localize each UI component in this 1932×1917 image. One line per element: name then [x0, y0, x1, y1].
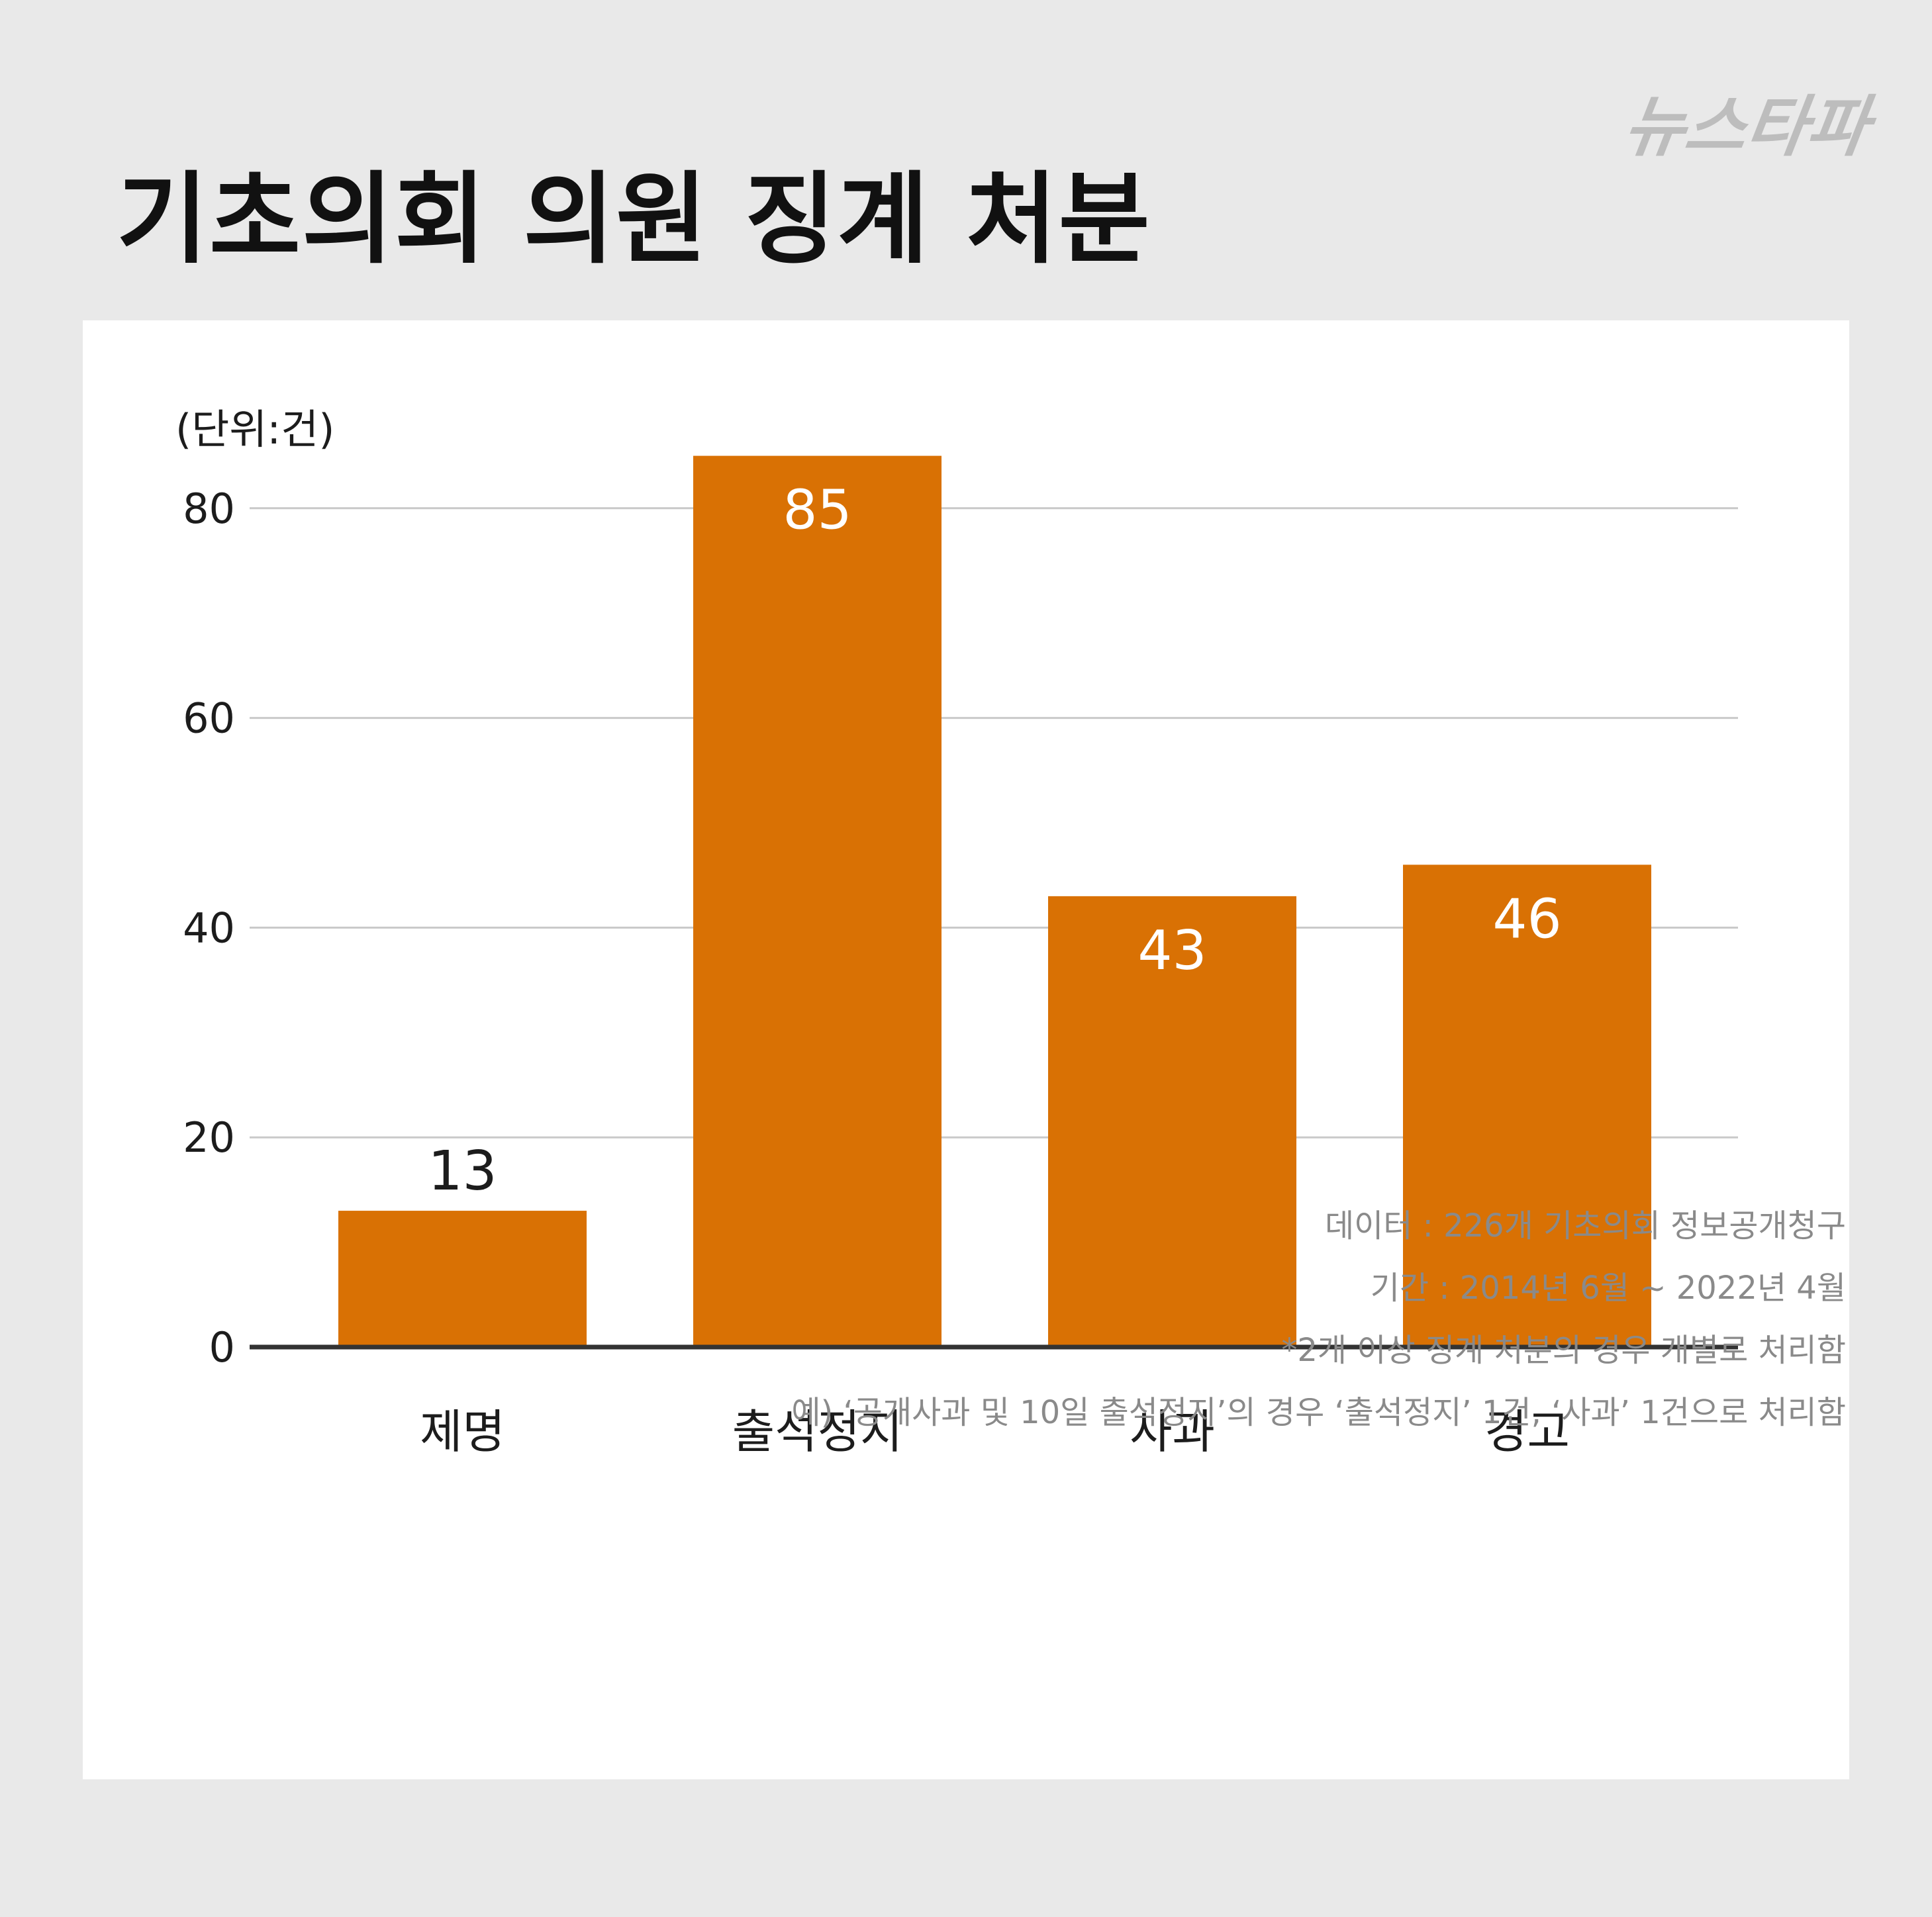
bar-value-label: 46 [1492, 888, 1561, 951]
footnote-period: 기간 : 2014년 6월 ~ 2022년 4월 [1370, 1270, 1846, 1307]
y-unit-label: (단위:건) [175, 405, 334, 453]
brand-logo: 뉴스타파 [1619, 88, 1874, 165]
x-category-label: 경고 [1484, 1405, 1570, 1459]
x-category-label: 사과 [1130, 1405, 1215, 1459]
bar-value-label: 43 [1137, 919, 1206, 982]
bar-value-label: 13 [428, 1140, 497, 1203]
y-axis-ticks: 0 20 40 60 80 [183, 485, 235, 1372]
bar-value-label: 85 [783, 479, 851, 542]
page-title: 기초의회 의원 징계 처분 [117, 162, 1151, 277]
data-labels: 13 85 43 46 [428, 479, 1561, 1203]
bar [1048, 896, 1296, 1347]
footnotes: 데이터 : 226개 기초의회 정보공개청구 기간 : 2014년 6월 ~ 2… [791, 1195, 1846, 1444]
x-category-label: 제명 [420, 1405, 505, 1459]
bar [693, 455, 942, 1347]
footnote-source: 데이터 : 226개 기초의회 정보공개청구 [1324, 1207, 1846, 1244]
y-tick-label: 80 [183, 485, 235, 533]
bars [338, 455, 1651, 1347]
bar [338, 1211, 587, 1347]
x-category-label: 출석정지 [732, 1405, 903, 1459]
x-axis-categories: 제명 출석정지 사과 경고 [420, 1405, 1570, 1459]
chart-card: (단위:건) 13 85 43 46 0 20 40 60 80 제명 출석정지 사과 경고 [83, 320, 1849, 1779]
y-tick-label: 20 [183, 1113, 235, 1162]
footnote-example: 예) ‘공개사과 및 10일 출석정지’의 경우 ‘출석정지’ 1건, ‘사과’… [791, 1394, 1846, 1431]
bar [1403, 865, 1651, 1347]
y-tick-label: 60 [183, 694, 235, 743]
footnote-method: *2개 이상 징계 처분의 경우 개별로 처리함 [1281, 1332, 1846, 1369]
y-tick-label: 0 [209, 1323, 235, 1372]
bar-chart: (단위:건) 13 85 43 46 0 20 40 60 80 제명 출석정지 사과 경고 [175, 405, 1738, 1459]
y-tick-label: 40 [183, 904, 235, 952]
